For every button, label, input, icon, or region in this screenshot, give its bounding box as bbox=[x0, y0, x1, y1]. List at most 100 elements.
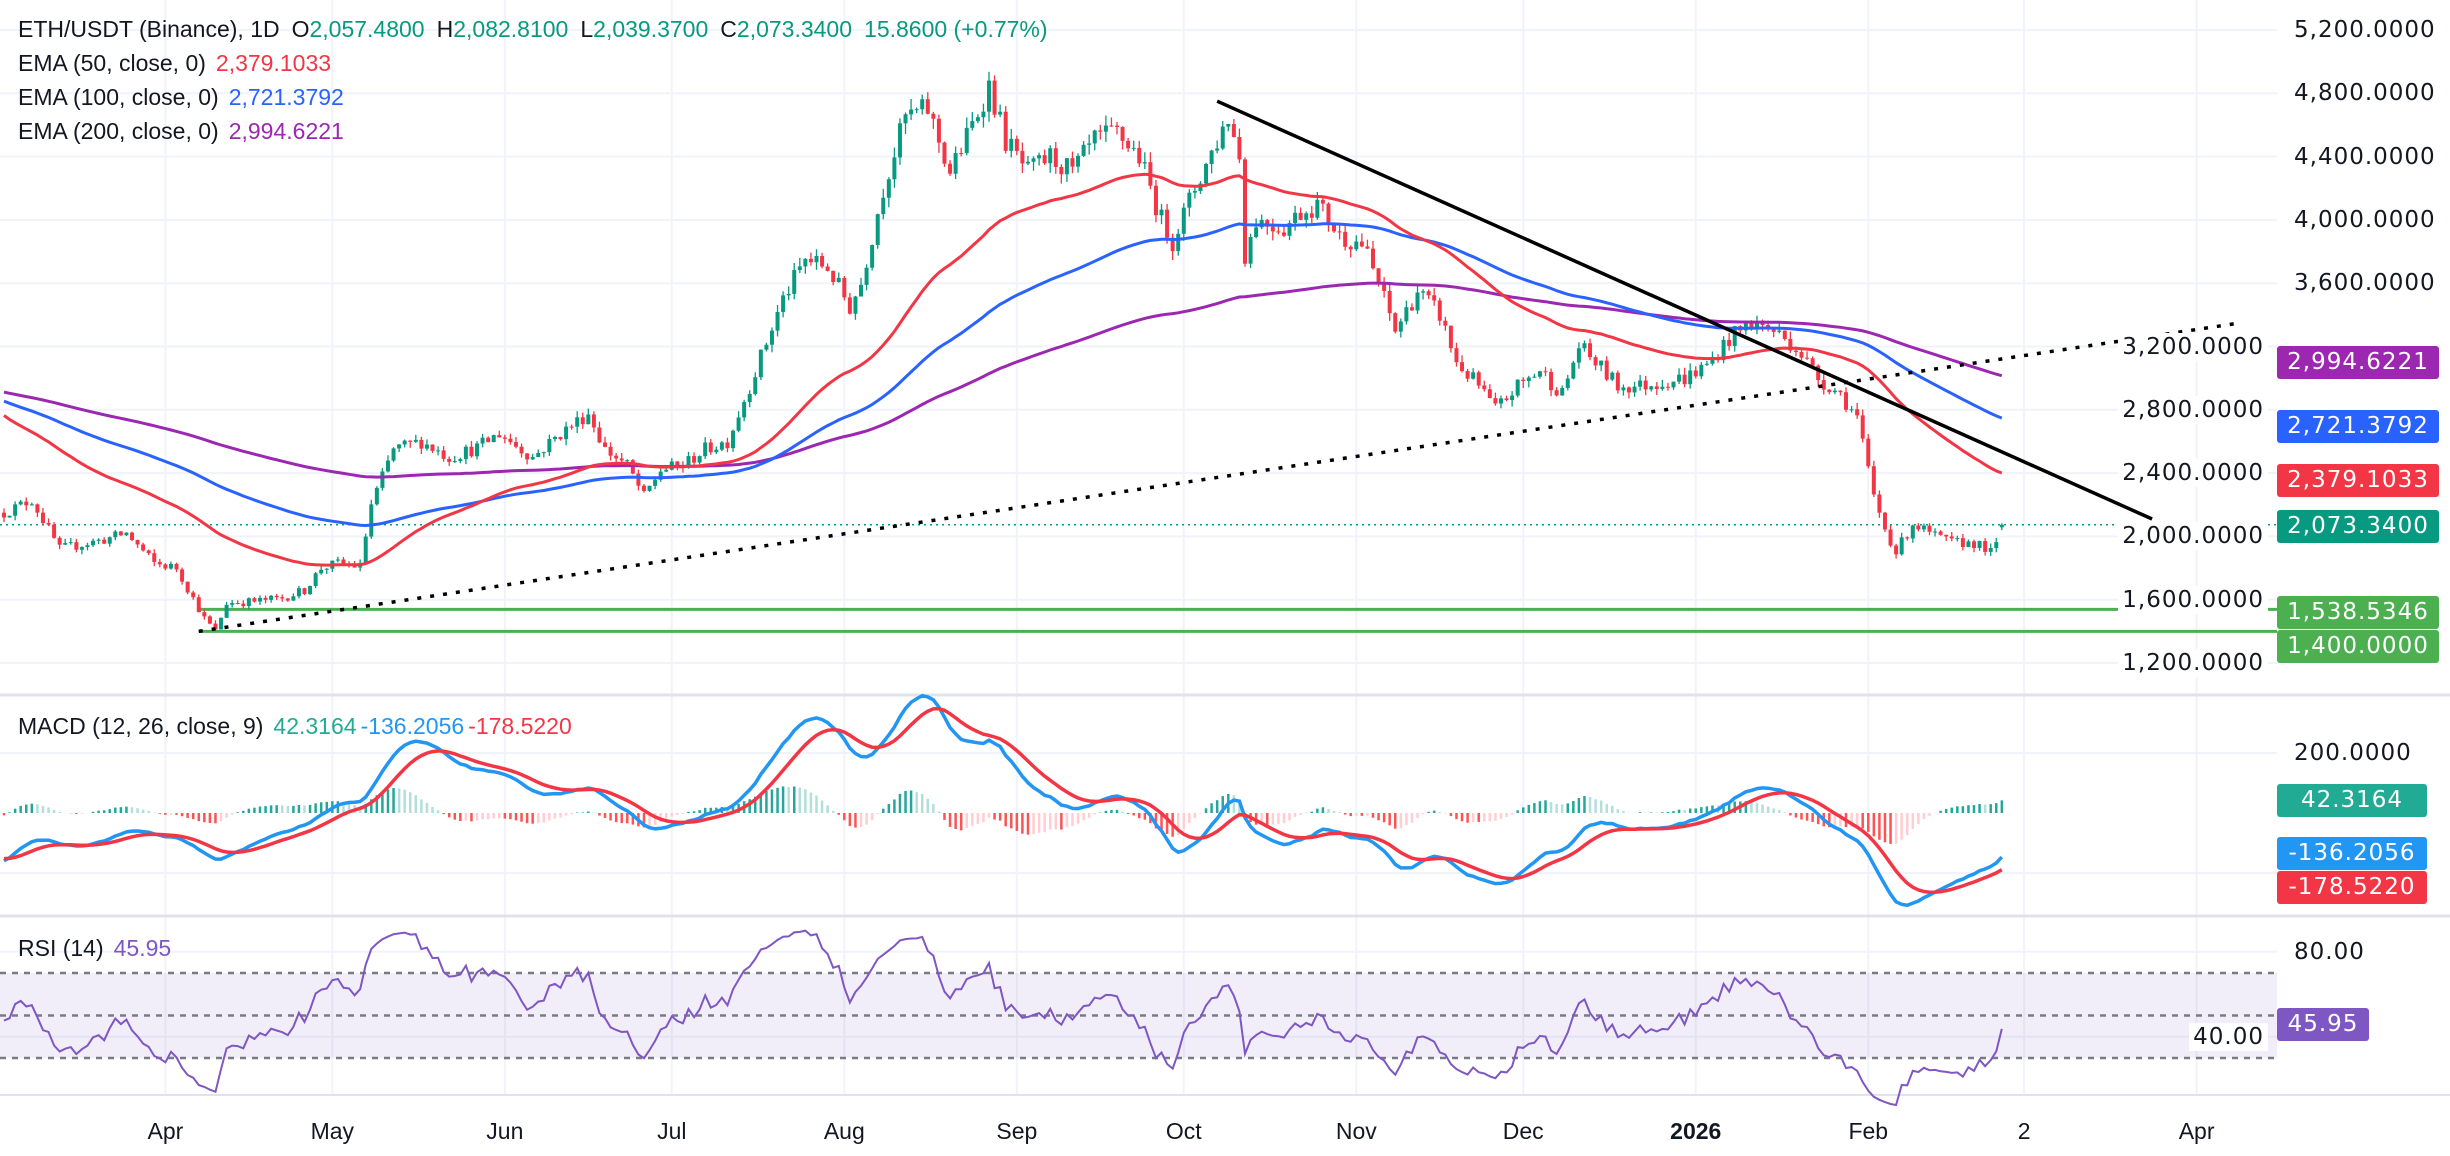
close-label: C bbox=[720, 16, 737, 42]
candle-body bbox=[1387, 291, 1392, 314]
candle bbox=[168, 561, 173, 570]
candle-body bbox=[1081, 144, 1086, 156]
candle bbox=[847, 292, 852, 315]
candle-body bbox=[363, 536, 368, 563]
candle bbox=[463, 444, 468, 465]
candle-body bbox=[1699, 364, 1704, 377]
candle-body bbox=[257, 597, 262, 602]
candle bbox=[1120, 126, 1125, 150]
ema50-legend[interactable]: EMA (50, close, 0) 2,379.1033 bbox=[18, 50, 335, 77]
rsi-legend[interactable]: RSI (14) 45.95 bbox=[18, 935, 175, 962]
candle bbox=[1532, 373, 1537, 379]
candle-body bbox=[731, 430, 736, 449]
candle-body bbox=[1754, 322, 1759, 330]
candle bbox=[1398, 318, 1403, 338]
open-value: 2,057.4800 bbox=[309, 16, 425, 42]
candle bbox=[1087, 134, 1092, 155]
candle-body bbox=[1070, 158, 1075, 167]
candle-body bbox=[1571, 362, 1576, 379]
candle bbox=[1231, 118, 1236, 138]
candles bbox=[2, 71, 2004, 631]
candle bbox=[374, 486, 379, 506]
candle bbox=[241, 600, 246, 609]
candle-body bbox=[269, 595, 274, 600]
candle bbox=[1426, 289, 1431, 300]
candle bbox=[1448, 325, 1453, 353]
ema200-legend[interactable]: EMA (200, close, 0) 2,994.6221 bbox=[18, 118, 348, 145]
candle bbox=[1610, 371, 1615, 382]
time-tick-label: Feb bbox=[1848, 1118, 1889, 1144]
candle bbox=[1677, 368, 1682, 385]
candle-body bbox=[1565, 378, 1570, 388]
candle-body bbox=[1894, 545, 1899, 555]
price-tick-label: 2,800.0000 bbox=[2118, 395, 2268, 424]
candle bbox=[692, 452, 697, 466]
candle bbox=[992, 75, 997, 118]
candle-body bbox=[808, 258, 813, 263]
candle bbox=[419, 436, 424, 455]
candle-body bbox=[341, 559, 346, 564]
candle bbox=[1131, 140, 1136, 152]
candle bbox=[1126, 138, 1131, 152]
candle-body bbox=[781, 295, 786, 312]
candle-body bbox=[202, 612, 207, 617]
candle-body bbox=[1643, 380, 1648, 390]
candle bbox=[207, 615, 212, 625]
candle-body bbox=[914, 109, 919, 111]
candle bbox=[129, 531, 134, 542]
candle-body bbox=[1777, 330, 1782, 332]
horizontal-levels[interactable] bbox=[0, 524, 2277, 633]
ema200-price-tag: 2,994.6221 bbox=[2277, 346, 2439, 379]
candle bbox=[731, 429, 736, 452]
symbol-legend[interactable]: ETH/USDT (Binance), 1D O2,057.4800 H2,082.… bbox=[18, 16, 1052, 43]
macd-legend[interactable]: MACD (12, 26, close, 9) 42.3164 -136.2056-… bbox=[18, 713, 576, 740]
candle-body bbox=[1610, 372, 1615, 380]
candle-body bbox=[1370, 248, 1375, 269]
candle bbox=[541, 451, 546, 458]
candle bbox=[792, 262, 797, 300]
candle bbox=[63, 538, 68, 545]
candle-body bbox=[1192, 190, 1197, 193]
candle bbox=[1493, 392, 1498, 406]
trendlines[interactable] bbox=[198, 99, 2242, 634]
candle bbox=[1727, 332, 1732, 351]
candle-body bbox=[1888, 529, 1893, 546]
candle-body bbox=[191, 592, 196, 598]
candle-body bbox=[1432, 295, 1437, 301]
ema100-legend[interactable]: EMA (100, close, 0) 2,721.3792 bbox=[18, 84, 348, 111]
candle-body bbox=[1482, 385, 1487, 390]
candle-body bbox=[385, 460, 390, 472]
candle-body bbox=[491, 435, 496, 443]
candle-body bbox=[591, 414, 596, 428]
candle bbox=[764, 342, 769, 352]
ema50-price-tag: 2,379.1033 bbox=[2277, 464, 2439, 497]
candle bbox=[1153, 179, 1158, 223]
candle bbox=[1326, 202, 1331, 232]
rsi-line bbox=[3, 929, 2003, 1107]
candle-body bbox=[1471, 372, 1476, 379]
candle-body bbox=[1204, 163, 1209, 184]
candle-body bbox=[380, 471, 385, 488]
candle-body bbox=[174, 563, 179, 570]
candle bbox=[1187, 189, 1192, 217]
candle-body bbox=[1849, 409, 1854, 411]
candle-body bbox=[24, 501, 29, 506]
candle-body bbox=[141, 544, 146, 551]
candle-body bbox=[1131, 147, 1136, 149]
candle-body bbox=[91, 540, 96, 546]
candle-body bbox=[40, 512, 45, 524]
trendline-downtrend bbox=[1216, 99, 2153, 521]
candle-body bbox=[1354, 241, 1359, 250]
high-label: H bbox=[436, 16, 454, 42]
candle bbox=[1298, 207, 1303, 221]
candle-body bbox=[419, 439, 424, 449]
candle bbox=[1638, 374, 1643, 391]
candle-body bbox=[458, 459, 463, 462]
candle-body bbox=[1688, 370, 1693, 385]
candle bbox=[1025, 155, 1030, 166]
candle-body bbox=[981, 111, 986, 118]
candle bbox=[1949, 531, 1954, 542]
candle bbox=[747, 390, 752, 408]
candle-body bbox=[1860, 415, 1865, 439]
